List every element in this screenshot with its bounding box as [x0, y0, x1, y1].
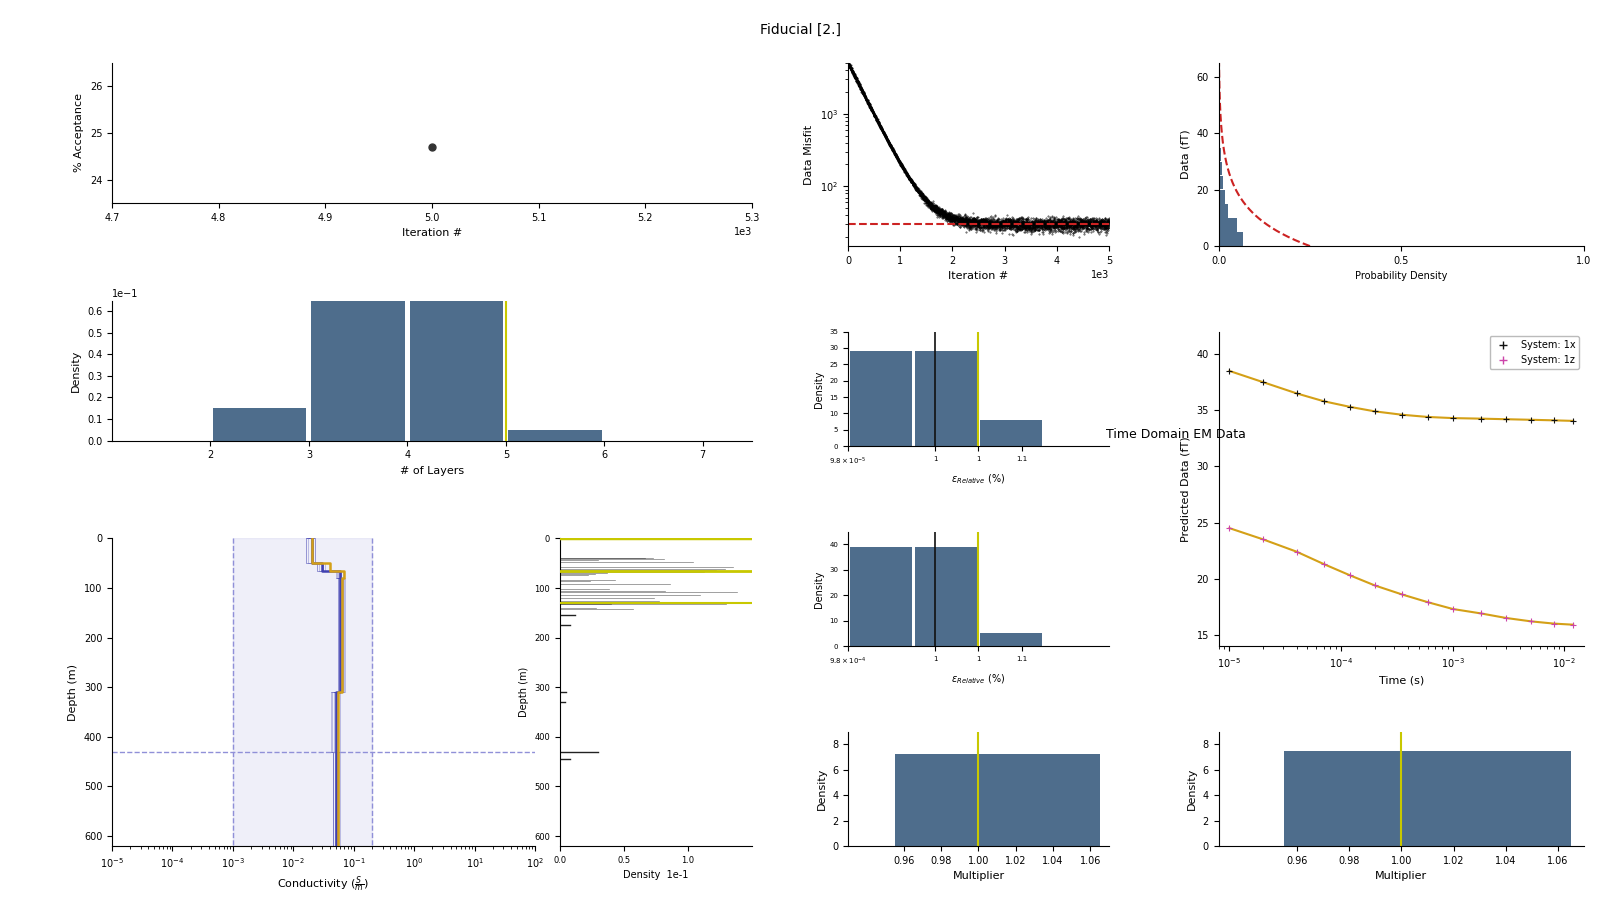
Bar — [1219, 232, 1243, 246]
Y-axis label: Density: Density — [1187, 768, 1197, 810]
X-axis label: # of Layers: # of Layers — [400, 466, 464, 476]
Y-axis label: Depth (m): Depth (m) — [69, 663, 78, 721]
X-axis label: Iteration #: Iteration # — [402, 228, 462, 238]
Y-axis label: Data Misfit: Data Misfit — [805, 124, 814, 184]
Text: Fiducial [2.]: Fiducial [2.] — [760, 22, 840, 37]
Y-axis label: Density: Density — [72, 349, 82, 392]
Point — [419, 140, 445, 154]
X-axis label: Multiplier: Multiplier — [952, 871, 1005, 881]
Y-axis label: % Acceptance: % Acceptance — [74, 94, 85, 173]
Bar — [850, 547, 912, 646]
X-axis label: Conductivity ($\frac{S}{m}$): Conductivity ($\frac{S}{m}$) — [277, 875, 370, 896]
Bar — [312, 0, 405, 440]
Text: Time Domain EM Data: Time Domain EM Data — [1106, 428, 1246, 440]
Bar — [1219, 134, 1221, 148]
X-axis label: Multiplier: Multiplier — [1376, 871, 1427, 881]
Y-axis label: Predicted Data (fT): Predicted Data (fT) — [1181, 436, 1190, 542]
Y-axis label: Depth (m): Depth (m) — [518, 667, 528, 717]
Bar — [915, 351, 978, 446]
Bar — [1219, 162, 1222, 176]
Bar — [1219, 190, 1224, 203]
Y-axis label: Density: Density — [814, 370, 824, 408]
X-axis label: $\varepsilon_{Relative}$ (%): $\varepsilon_{Relative}$ (%) — [952, 672, 1006, 686]
X-axis label: Probability Density: Probability Density — [1355, 272, 1448, 282]
X-axis label: Time (s): Time (s) — [1379, 675, 1424, 685]
Y-axis label: Density: Density — [814, 570, 824, 608]
Bar — [213, 409, 307, 440]
Y-axis label: Data (fT): Data (fT) — [1181, 130, 1190, 179]
Y-axis label: Density: Density — [816, 768, 827, 810]
Bar — [1219, 176, 1222, 190]
Bar — [981, 634, 1042, 646]
Bar — [410, 0, 504, 440]
Legend: System: 1x, System: 1z: System: 1x, System: 1z — [1490, 337, 1579, 369]
Bar — [509, 430, 602, 440]
Bar — [981, 420, 1042, 446]
Bar — [1219, 148, 1221, 161]
X-axis label: $\varepsilon_{Relative}$ (%): $\varepsilon_{Relative}$ (%) — [952, 472, 1006, 486]
X-axis label: Iteration #: Iteration # — [949, 272, 1008, 282]
Bar — [850, 351, 912, 446]
Bar — [894, 754, 1099, 846]
X-axis label: Density  1e-1: Density 1e-1 — [622, 870, 688, 880]
Bar — [1219, 204, 1227, 218]
Bar — [1283, 751, 1571, 846]
Bar — [1219, 218, 1237, 231]
Bar — [915, 547, 978, 646]
